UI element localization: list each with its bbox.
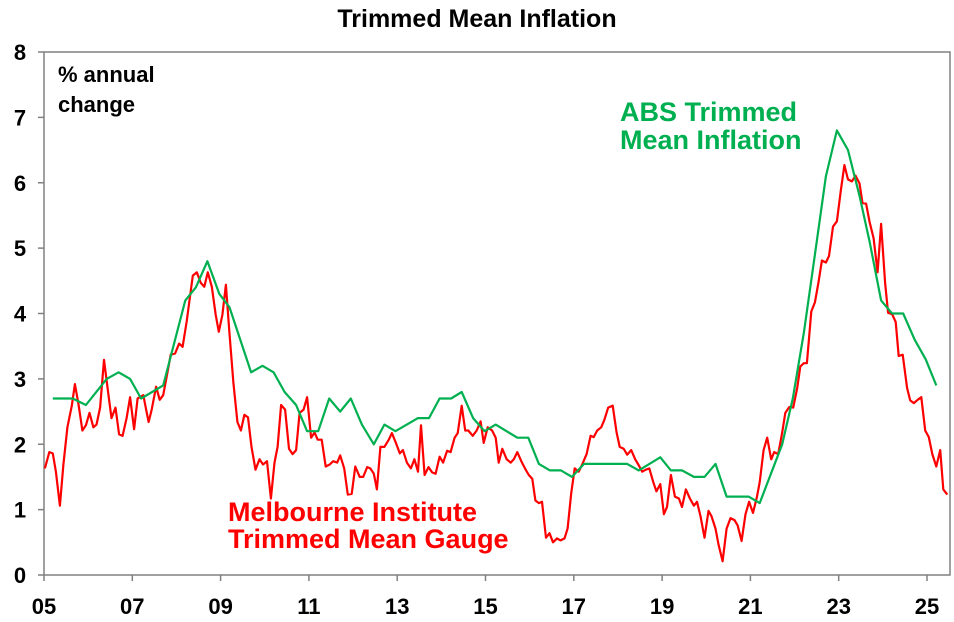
y-axis: 0 1 2 3 4 5 6 7 8 [14, 40, 44, 588]
x-tick-label: 05 [32, 594, 56, 619]
legend-label-abs-line-2: Mean Inflation [620, 125, 802, 155]
x-tick-label: 19 [650, 594, 674, 619]
x-tick-label: 15 [473, 594, 497, 619]
x-tick-label: 23 [826, 594, 850, 619]
legend-label-abs-line-1: ABS Trimmed [620, 97, 797, 127]
series-lines [43, 129, 949, 563]
y-tick-label: 8 [14, 40, 26, 65]
y-axis-label-line-1: % annual [58, 62, 155, 87]
legend-label-melbourne-line-2: Trimmed Mean Gauge [228, 524, 509, 554]
y-tick-label: 7 [14, 105, 26, 130]
legend-label-melbourne: Melbourne Institute Trimmed Mean Gauge [228, 497, 509, 554]
legend-label-melbourne-line-1: Melbourne Institute [228, 497, 477, 527]
y-tick-label: 2 [14, 432, 26, 457]
chart-title: Trimmed Mean Inflation [337, 5, 616, 33]
y-axis-label-line-2: change [58, 92, 135, 117]
series-line-melbourne-institute-gauge [43, 164, 949, 563]
series-line-abs-trimmed-mean [52, 129, 938, 505]
x-tick-label: 09 [208, 594, 232, 619]
y-tick-label: 4 [14, 302, 27, 327]
x-tick-label: 07 [120, 594, 144, 619]
y-tick-label: 3 [14, 367, 26, 392]
x-tick-label: 13 [385, 594, 409, 619]
y-tick-label: 0 [14, 563, 26, 588]
y-tick-label: 1 [14, 498, 26, 523]
y-tick-label: 5 [14, 236, 26, 261]
y-axis-label: % annual change [58, 62, 161, 117]
legend-label-abs: ABS Trimmed Mean Inflation [620, 97, 805, 155]
x-tick-label: 11 [297, 594, 320, 619]
x-tick-label: 25 [915, 594, 939, 619]
x-axis: 05 07 09 11 13 15 17 19 21 23 25 [32, 575, 939, 619]
x-tick-label: 21 [738, 594, 762, 619]
x-tick-label: 17 [562, 594, 586, 619]
plot-frame [43, 51, 951, 576]
y-tick-label: 6 [14, 171, 26, 196]
